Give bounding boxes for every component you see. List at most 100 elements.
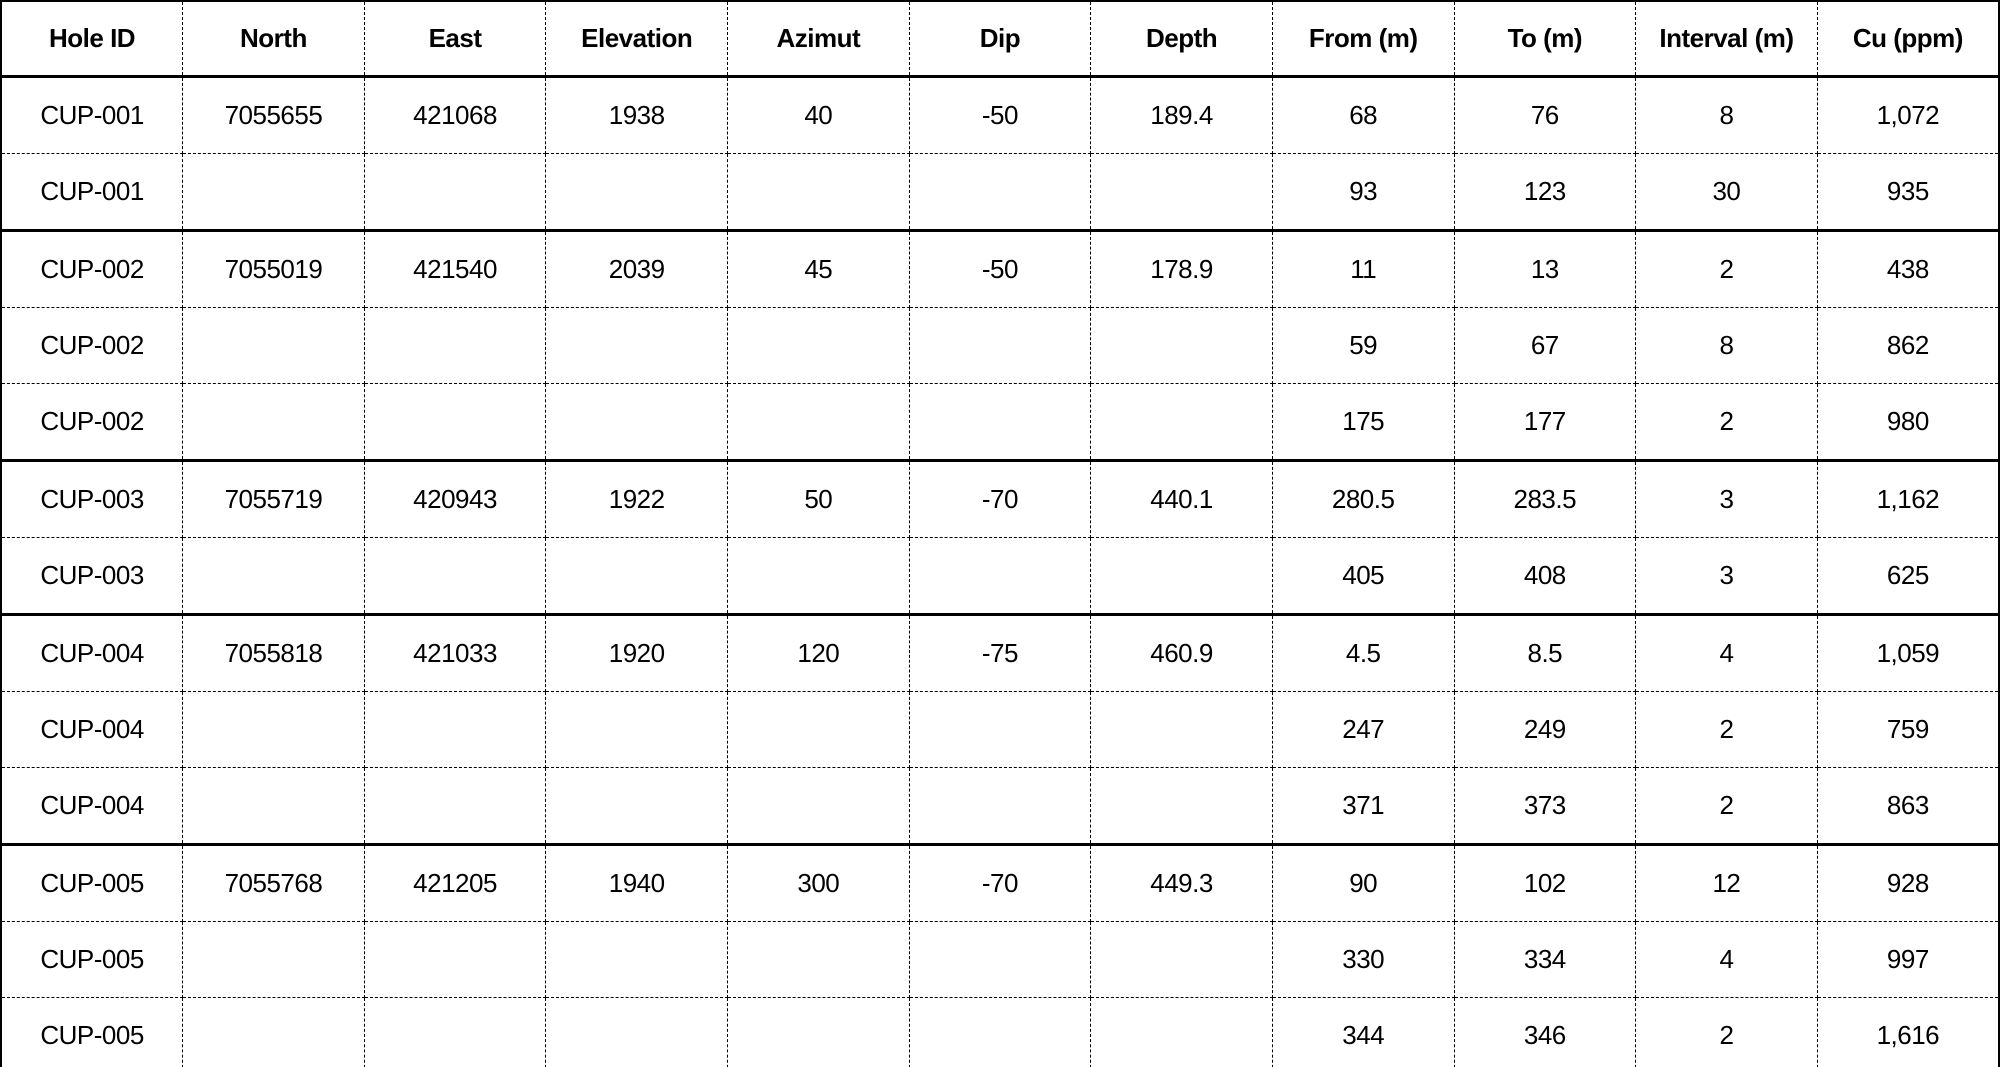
cell-dip: -75 <box>908 613 1092 692</box>
cell-hole_id: CUP-003 <box>0 537 184 615</box>
cell-depth <box>1090 997 1273 1067</box>
cell-elevation: 2039 <box>545 229 728 308</box>
cell-east: 420943 <box>363 459 547 538</box>
cell-interval_m: 2 <box>1635 691 1818 768</box>
cell-depth: 440.1 <box>1090 459 1273 538</box>
cell-from_m: 330 <box>1271 921 1455 998</box>
column-header-dip: Dip <box>908 1 1092 78</box>
cell-elevation <box>545 537 728 615</box>
cell-dip: -70 <box>908 843 1092 922</box>
table-header: Hole ID North East Elevation Azimut Dip Depth F… <box>0 1 2000 78</box>
cell-hole_id: CUP-004 <box>0 613 184 692</box>
cell-dip: -50 <box>908 229 1092 308</box>
column-header-hole_id: Hole ID <box>0 1 184 78</box>
cell-azimut <box>727 153 910 231</box>
cell-north <box>182 921 365 998</box>
cell-north: 7055719 <box>182 459 365 538</box>
cell-azimut: 120 <box>727 613 910 692</box>
cell-dip <box>908 383 1092 461</box>
cell-dip <box>908 537 1092 615</box>
table-body: CUP-001 7055655 421068 1938 40 -50 189.4 68 76 8 1… <box>0 75 2000 1067</box>
column-header-azimut: Azimut <box>727 1 910 78</box>
cell-interval_m: 30 <box>1635 153 1818 231</box>
cell-to_m: 123 <box>1453 153 1637 231</box>
column-header-interval_m: Interval (m) <box>1635 1 1818 78</box>
cell-to_m: 8.5 <box>1453 613 1637 692</box>
cell-to_m: 67 <box>1453 307 1637 384</box>
cell-azimut: 300 <box>727 843 910 922</box>
cell-to_m: 102 <box>1453 843 1637 922</box>
cell-depth: 460.9 <box>1090 613 1273 692</box>
cell-elevation <box>545 767 728 845</box>
cell-east: 421540 <box>363 229 547 308</box>
cell-cu_ppm: 1,162 <box>1816 459 2000 538</box>
column-header-cu_ppm: Cu (ppm) <box>1816 1 2000 78</box>
cell-east <box>363 307 547 384</box>
table-row: CUP-005 344 346 2 1,616 <box>0 997 2000 1067</box>
cell-azimut: 50 <box>727 459 910 538</box>
cell-azimut: 40 <box>727 75 910 154</box>
cell-cu_ppm: 625 <box>1816 537 2000 615</box>
cell-from_m: 280.5 <box>1271 459 1455 538</box>
cell-to_m: 373 <box>1453 767 1637 845</box>
table-row: CUP-002 175 177 2 980 <box>0 383 2000 461</box>
cell-hole_id: CUP-004 <box>0 691 184 768</box>
table-row: CUP-002 59 67 8 862 <box>0 307 2000 384</box>
cell-dip <box>908 997 1092 1067</box>
cell-azimut <box>727 383 910 461</box>
cell-to_m: 408 <box>1453 537 1637 615</box>
cell-dip <box>908 921 1092 998</box>
cell-azimut <box>727 537 910 615</box>
cell-depth: 189.4 <box>1090 75 1273 154</box>
cell-to_m: 249 <box>1453 691 1637 768</box>
cell-elevation: 1940 <box>545 843 728 922</box>
cell-north: 7055818 <box>182 613 365 692</box>
cell-elevation: 1920 <box>545 613 728 692</box>
cell-east: 421205 <box>363 843 547 922</box>
cell-hole_id: CUP-002 <box>0 307 184 384</box>
table-row: CUP-003 405 408 3 625 <box>0 537 2000 615</box>
cell-north <box>182 537 365 615</box>
cell-interval_m: 3 <box>1635 537 1818 615</box>
cell-hole_id: CUP-005 <box>0 843 184 922</box>
cell-elevation: 1922 <box>545 459 728 538</box>
cell-azimut <box>727 767 910 845</box>
cell-cu_ppm: 759 <box>1816 691 2000 768</box>
cell-east <box>363 153 547 231</box>
cell-east <box>363 691 547 768</box>
cell-from_m: 371 <box>1271 767 1455 845</box>
cell-cu_ppm: 1,059 <box>1816 613 2000 692</box>
cell-from_m: 90 <box>1271 843 1455 922</box>
cell-to_m: 346 <box>1453 997 1637 1067</box>
column-header-from_m: From (m) <box>1271 1 1455 78</box>
cell-east: 421068 <box>363 75 547 154</box>
cell-depth: 449.3 <box>1090 843 1273 922</box>
cell-dip: -70 <box>908 459 1092 538</box>
cell-cu_ppm: 928 <box>1816 843 2000 922</box>
cell-to_m: 13 <box>1453 229 1637 308</box>
cell-from_m: 4.5 <box>1271 613 1455 692</box>
cell-from_m: 93 <box>1271 153 1455 231</box>
column-header-to_m: To (m) <box>1453 1 1637 78</box>
cell-elevation: 1938 <box>545 75 728 154</box>
cell-cu_ppm: 1,072 <box>1816 75 2000 154</box>
cell-to_m: 177 <box>1453 383 1637 461</box>
cell-azimut: 45 <box>727 229 910 308</box>
table-row: CUP-004 371 373 2 863 <box>0 767 2000 845</box>
cell-elevation <box>545 997 728 1067</box>
cell-east <box>363 997 547 1067</box>
column-header-elevation: Elevation <box>545 1 728 78</box>
cell-interval_m: 2 <box>1635 767 1818 845</box>
table-row: CUP-001 93 123 30 935 <box>0 153 2000 231</box>
cell-north <box>182 307 365 384</box>
column-header-depth: Depth <box>1090 1 1273 78</box>
cell-interval_m: 3 <box>1635 459 1818 538</box>
table-row: CUP-002 7055019 421540 2039 45 -50 178.9 11 13 2 4… <box>0 229 2000 308</box>
cell-elevation <box>545 307 728 384</box>
cell-interval_m: 2 <box>1635 229 1818 308</box>
cell-azimut <box>727 691 910 768</box>
cell-depth: 178.9 <box>1090 229 1273 308</box>
cell-east: 421033 <box>363 613 547 692</box>
cell-north <box>182 691 365 768</box>
